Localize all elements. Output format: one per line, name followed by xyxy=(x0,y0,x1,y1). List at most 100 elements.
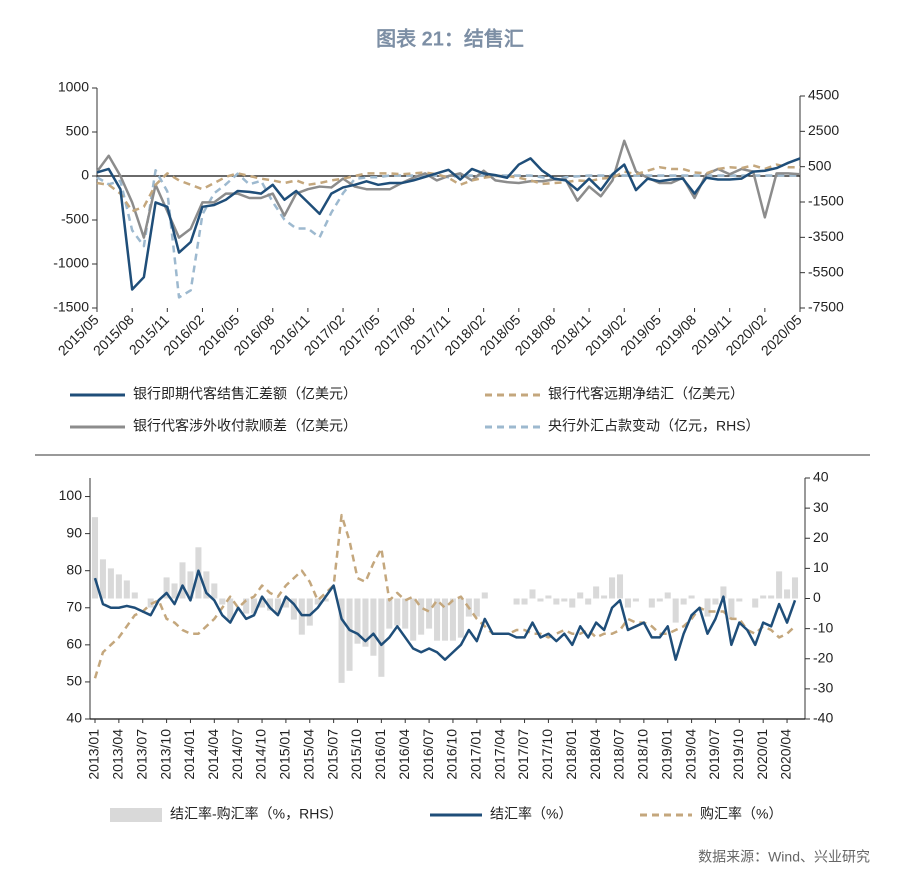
bar xyxy=(537,598,544,602)
bar xyxy=(338,598,345,683)
bar xyxy=(664,592,671,599)
bar xyxy=(481,592,488,599)
bar xyxy=(688,595,695,599)
bar xyxy=(457,598,464,638)
bar xyxy=(648,598,655,608)
bar xyxy=(752,598,759,608)
bar xyxy=(274,598,281,614)
bar xyxy=(163,577,170,599)
x-tick-label: 2016/04 xyxy=(396,729,412,780)
bar xyxy=(712,598,719,605)
bar xyxy=(776,571,783,599)
x-tick-label: 2015/01 xyxy=(277,729,293,780)
legend-label: 银行代客远期净结汇（亿美元） xyxy=(548,386,744,402)
bar xyxy=(123,580,130,599)
y2-tick-label: 40 xyxy=(813,469,829,485)
y-tick-label: 90 xyxy=(66,524,82,540)
bar xyxy=(569,598,576,608)
line-series xyxy=(96,168,800,299)
line-series xyxy=(95,139,801,239)
x-tick-label: 2019/07 xyxy=(706,729,722,780)
y2-tick-label: -7500 xyxy=(808,299,844,315)
bar xyxy=(784,589,791,599)
legend-swatch xyxy=(110,808,162,822)
y2-tick-label: 4500 xyxy=(808,87,839,103)
bar xyxy=(219,598,226,605)
y-tick-label: -500 xyxy=(61,211,89,227)
y-tick-label: -1500 xyxy=(53,299,89,315)
legend-label: 央行外汇占款变动（亿元，RHS） xyxy=(548,418,760,434)
y-tick-label: 0 xyxy=(81,167,89,183)
y-tick-label: 500 xyxy=(66,123,90,139)
legend-label: 银行代客涉外收付款顺差（亿美元） xyxy=(133,418,357,434)
bar xyxy=(394,598,401,626)
x-tick-label: 2016/07 xyxy=(420,729,436,780)
bar xyxy=(449,598,456,641)
bar xyxy=(179,562,186,599)
bar xyxy=(306,598,313,626)
bar xyxy=(529,589,536,599)
bar xyxy=(370,598,377,656)
bar xyxy=(434,598,441,641)
bar xyxy=(545,595,552,599)
x-tick-label: 2020/04 xyxy=(778,729,794,780)
x-tick-label: 2015/07 xyxy=(324,729,340,780)
bar xyxy=(346,598,353,671)
bar xyxy=(314,598,321,605)
bar xyxy=(553,598,560,605)
x-tick-label: 2018/10 xyxy=(635,729,651,780)
bar xyxy=(290,598,297,620)
x-tick-label: 2019/10 xyxy=(730,729,746,780)
bar xyxy=(227,598,234,620)
x-tick-label: 2013/04 xyxy=(110,729,126,780)
bar xyxy=(736,598,743,602)
bar xyxy=(513,598,520,605)
y-tick-label: 70 xyxy=(66,598,82,614)
bar xyxy=(616,574,624,599)
y2-tick-label: -40 xyxy=(813,710,833,726)
bar xyxy=(473,598,480,617)
bar xyxy=(282,598,289,608)
y2-tick-label: -3500 xyxy=(808,228,844,244)
bar xyxy=(720,586,727,599)
x-tick-label: 2013/10 xyxy=(157,729,173,780)
bar xyxy=(791,577,799,599)
bar xyxy=(672,598,679,623)
y2-tick-label: -30 xyxy=(813,680,833,696)
y-tick-label: 40 xyxy=(66,710,82,726)
y2-tick-label: -20 xyxy=(813,649,833,665)
bar xyxy=(259,598,266,608)
x-tick-label: 2016/01 xyxy=(372,729,388,780)
y-tick-label: 100 xyxy=(59,487,83,503)
bar xyxy=(704,598,711,617)
bar xyxy=(211,583,218,599)
bar xyxy=(656,598,663,602)
bar xyxy=(441,598,449,641)
x-tick-label: 2017/04 xyxy=(491,729,507,780)
x-tick-label: 2013/01 xyxy=(86,729,102,780)
x-tick-label: 2019/01 xyxy=(658,729,674,780)
bar xyxy=(402,598,409,629)
bar xyxy=(266,598,274,611)
line-series xyxy=(93,569,797,661)
bar xyxy=(593,586,600,599)
legend-label: 购汇率（%） xyxy=(700,806,782,822)
y2-tick-label: 10 xyxy=(813,559,829,575)
line-series xyxy=(96,157,801,291)
bar xyxy=(577,592,584,599)
x-tick-label: 2017/10 xyxy=(539,729,555,780)
x-tick-label: 2015/04 xyxy=(300,729,316,780)
x-tick-label: 2016/10 xyxy=(444,729,460,780)
x-tick-label: 2017/07 xyxy=(515,729,531,780)
legend-label: 结汇率（%） xyxy=(490,806,572,822)
x-tick-label: 2014/07 xyxy=(229,729,245,780)
y-tick-label: 50 xyxy=(66,673,82,689)
bar xyxy=(354,598,361,644)
x-tick-label: 2018/07 xyxy=(611,729,627,780)
bar xyxy=(760,595,767,599)
bar xyxy=(187,571,194,599)
bar xyxy=(362,598,369,647)
y2-tick-label: 0 xyxy=(813,589,821,605)
bar xyxy=(632,598,639,602)
